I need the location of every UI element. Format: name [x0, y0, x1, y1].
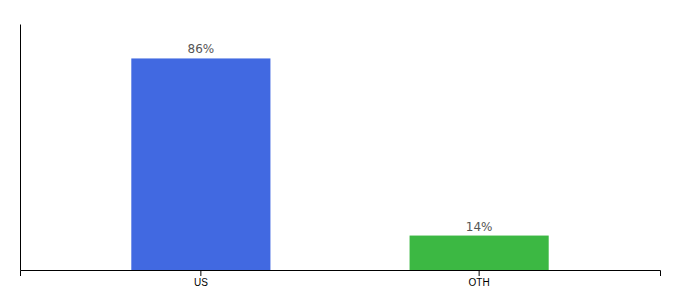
x-tick: OTH	[469, 270, 490, 288]
data-label: 86%	[188, 42, 215, 56]
bar	[131, 58, 270, 270]
data-labels: 86% 14%	[188, 42, 493, 233]
bar	[410, 236, 549, 270]
y-axis	[20, 25, 21, 271]
x-tick-mark	[200, 270, 201, 276]
y-axis-line	[20, 25, 21, 271]
bars	[131, 58, 548, 270]
x-tick-label: OTH	[469, 277, 490, 288]
x-axis: US OTH	[21, 270, 661, 288]
plot: US OTH 86% 14%	[21, 25, 661, 289]
x-axis-line	[21, 271, 661, 277]
x-tick-label: US	[194, 277, 208, 288]
x-tick-mark	[479, 270, 480, 276]
data-label: 14%	[466, 220, 493, 234]
x-tick: US	[194, 270, 208, 288]
chart: US OTH 86% 14%	[0, 0, 680, 300]
